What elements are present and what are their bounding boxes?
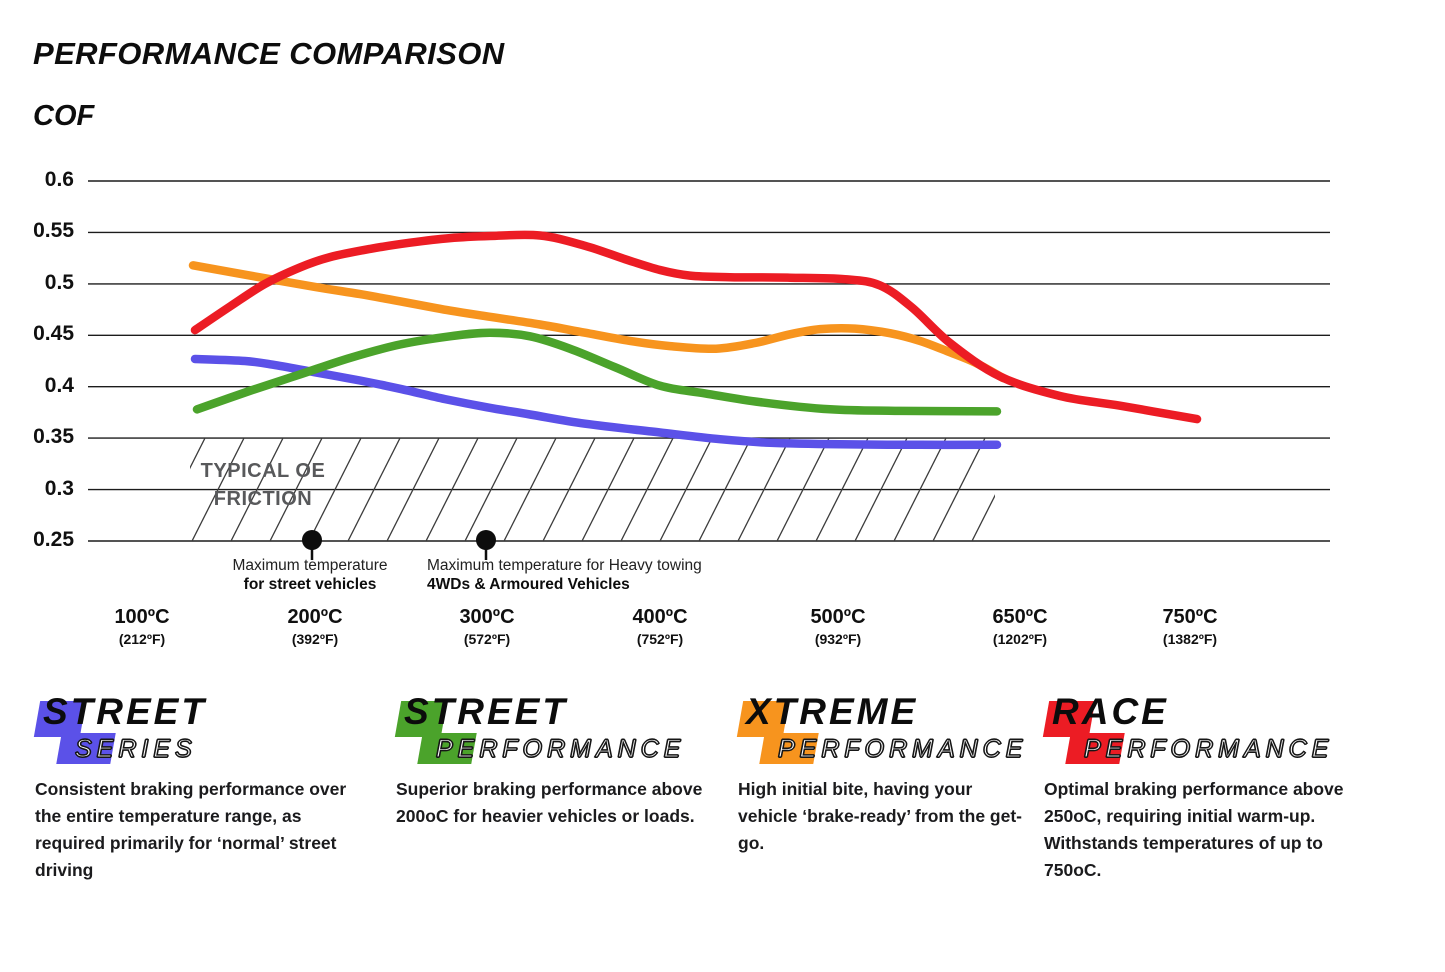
hatch-line [425,438,479,541]
x-tick-celsius: 100ºC [114,606,170,628]
typical-oe-friction-label: TYPICAL OE FRICTION [171,457,355,513]
x-tick-fahrenheit: (572ºF) [463,631,511,647]
logo-word-secondary: PERFORMANCE [777,734,1028,763]
legend-col-street-series: STREET SERIES Consistent braking performan… [33,691,367,884]
legend-col-xtreme-performance: XTREME PERFORMANCE High initial bite, havi… [736,691,1028,857]
y-axis-title: COF [33,100,95,132]
x-tick: 200ºC (392ºF) [245,606,385,647]
legend-description: Consistent braking performance over the … [35,779,347,880]
logo-race-performance: RACE PERFORMANCE [1042,691,1368,770]
x-tick: 300ºC (572ºF) [417,606,557,647]
hatch-line [190,438,206,470]
legend-col-street-performance: STREET PERFORMANCE Superior braking perfor… [394,691,728,830]
y-tick-label: 0.6 [44,168,74,191]
hatch-line [854,438,908,541]
logo-word-secondary: SERIES [74,734,197,763]
y-tick-label: 0.4 [44,373,74,397]
hatch-line [659,438,713,541]
series-line-street-series [190,354,1002,450]
hatch-line [230,438,284,541]
x-tick-fahrenheit: (392ºF) [291,631,339,647]
marker-dot-1 [302,530,322,550]
hatch-line [347,438,401,541]
hatch-line [386,438,440,541]
hatch-line [893,438,947,541]
series-line-street-performance [192,328,1002,416]
marker-annotation-line1: Maximum temperature for Heavy towing [427,557,702,574]
legend-description: High initial bite, having your vehicle ‘… [738,779,1022,853]
y-tick-label: 0.25 [33,528,74,551]
x-tick-celsius: 200ºC [287,606,343,628]
x-tick-fahrenheit: (1202ºF) [992,631,1048,647]
hatch-line [620,438,674,541]
hatch-line [932,438,986,541]
series-line-race-performance [190,230,1202,424]
marker-annotation-line2: for street vehicles [243,576,377,593]
hatch-line [698,438,752,541]
x-tick-celsius: 650ºC [992,606,1048,628]
marker-annotation-line2: 4WDs & Armoured Vehicles [427,576,630,593]
hatch-line [464,438,518,541]
oe-band-hatch [190,438,995,541]
x-tick: 500ºC (932ºF) [768,606,908,647]
legend-description: Superior braking performance above 200oC… [396,779,703,826]
x-tick: 650ºC (1202ºF) [950,606,1090,647]
logo-word-primary: RACE [1052,691,1169,732]
hatch-line [581,438,635,541]
page-title: PERFORMANCE COMPARISON [33,36,505,71]
x-tick-celsius: 750ºC [1162,606,1218,628]
legend-description: Optimal braking performance above 250oC,… [1044,779,1344,880]
logo-word-secondary: PERFORMANCE [435,734,686,763]
marker-annotation-line1: Maximum temperature [232,557,388,574]
y-tick-label: 0.45 [33,322,74,346]
hatch-line [503,438,557,541]
x-tick-celsius: 400ºC [632,606,688,628]
logo-word-secondary: PERFORMANCE [1083,734,1334,763]
x-tick-celsius: 500ºC [810,606,866,628]
hatch-line [308,438,362,541]
y-tick-label: 0.35 [33,425,74,449]
x-tick-fahrenheit: (932ºF) [814,631,862,647]
x-tick: 400ºC (752ºF) [590,606,730,647]
hatch-line [737,438,791,541]
series-line-xtreme-performance [188,261,1008,383]
legend-col-race-performance: RACE PERFORMANCE Optimal braking performan… [1042,691,1368,884]
logo-street-performance: STREET PERFORMANCE [394,691,728,770]
x-tick: 750ºC (1382ºF) [1120,606,1260,647]
hatch-line [815,438,869,541]
logo-word-primary: STREET [404,691,568,732]
y-tick-label: 0.55 [33,219,74,243]
y-tick-label: 0.5 [44,270,74,294]
hatch-line [971,494,995,541]
x-tick-fahrenheit: (1382ºF) [1162,631,1218,647]
x-tick: 100ºC (212ºF) [72,606,212,647]
hatch-line [269,438,323,541]
marker-annotation-1: Maximum temperature for street vehicles [200,556,420,594]
marker-annotation-2: Maximum temperature for Heavy towing 4WDs… [427,556,747,594]
logo-word-primary: STREET [43,691,207,732]
hatch-line [542,438,596,541]
hatch-line [776,438,830,541]
y-tick-label: 0.3 [44,476,74,500]
logo-street-series: STREET SERIES [33,691,367,770]
typical-oe-friction-line2: FRICTION [213,488,313,510]
hatch-line [191,438,245,541]
x-tick-fahrenheit: (212ºF) [118,631,166,647]
typical-oe-friction-line1: TYPICAL OE [200,460,326,482]
logo-word-primary: XTREME [746,691,919,732]
marker-dot-2 [476,530,496,550]
logo-xtreme-performance: XTREME PERFORMANCE [736,691,1028,770]
x-tick-fahrenheit: (752ºF) [636,631,684,647]
x-tick-celsius: 300ºC [459,606,515,628]
